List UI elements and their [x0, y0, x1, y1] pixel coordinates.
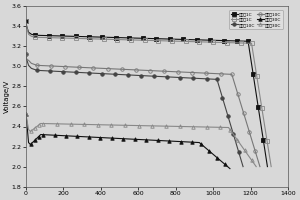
无涂局1C [25, 25, 28, 27]
Line: 无涂局1C: 无涂局1C [24, 19, 269, 168]
有涂局30C [145, 125, 149, 127]
有涂局1C [58, 37, 61, 39]
无涂局10C [236, 147, 239, 150]
无涂局10C [24, 53, 28, 55]
有涂局10C [188, 71, 191, 74]
无涂局1C [266, 165, 269, 168]
Line: 有涂局10C: 有涂局10C [24, 53, 262, 168]
有涂局1C [24, 20, 28, 22]
有涂局10C [258, 165, 262, 168]
Line: 无涂局10C: 无涂局10C [24, 53, 245, 168]
有涂局30C [69, 123, 73, 125]
无涂局10C [72, 71, 75, 73]
无涂局30C [24, 113, 28, 116]
无涂局30C [78, 135, 82, 138]
Line: 有涂局1C: 有涂局1C [24, 19, 273, 168]
无涂局10C [82, 71, 86, 74]
无涂局10C [176, 76, 180, 79]
有涂局1C [25, 25, 28, 27]
Line: 有涂局30C: 有涂局30C [24, 113, 258, 168]
有涂局10C [86, 66, 90, 69]
无涂局30C [32, 140, 35, 143]
无涂局1C [58, 35, 61, 37]
无涂局1C [141, 37, 145, 39]
有涂局30C [254, 165, 258, 168]
有涂局1C [269, 165, 273, 168]
无涂局10C [232, 136, 236, 139]
无涂局1C [24, 20, 28, 22]
有涂局10C [165, 70, 169, 73]
有涂局30C [148, 125, 152, 127]
有涂局1C [267, 152, 271, 155]
无涂局30C [228, 167, 232, 170]
无涂局10C [155, 75, 159, 78]
有涂局10C [75, 66, 78, 68]
有涂局30C [85, 123, 89, 126]
无涂局30C [129, 138, 132, 140]
有涂局10C [24, 53, 28, 55]
无涂局30C [131, 138, 134, 140]
Y-axis label: Voltage/V: Voltage/V [4, 80, 10, 113]
Legend: 无涂局1C, 有涂局1C, 无涂局10C, 有涂局10C, 无涂局30C, 有涂局30C: 无涂局1C, 有涂局1C, 无涂局10C, 有涂局10C, 无涂局30C, 有涂… [229, 10, 283, 29]
无涂局30C [64, 135, 68, 137]
无涂局10C [241, 165, 245, 168]
有涂局30C [24, 113, 28, 116]
有涂局10C [252, 146, 256, 149]
有涂局1C [225, 41, 229, 44]
Line: 无涂局30C: 无涂局30C [24, 113, 232, 170]
无涂局1C [222, 39, 226, 42]
无涂局30C [158, 139, 162, 142]
有涂局30C [32, 128, 35, 130]
有涂局10C [249, 135, 252, 137]
有涂局1C [143, 39, 146, 41]
无涂局1C [264, 152, 267, 155]
无涂局1C [225, 39, 228, 42]
有涂局1C [228, 41, 231, 44]
有涂局30C [180, 125, 184, 128]
